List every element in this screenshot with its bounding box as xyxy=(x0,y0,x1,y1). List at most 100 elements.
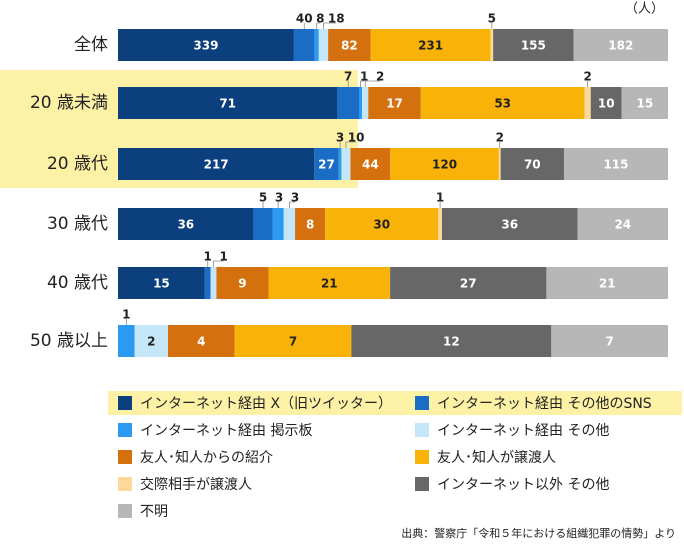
leader-line xyxy=(316,22,321,29)
value-label: 3 xyxy=(291,191,299,205)
bar-segment xyxy=(420,87,585,119)
bar-segment xyxy=(563,148,668,180)
legend-swatch xyxy=(415,450,429,464)
category-label: 30 歳代 xyxy=(47,214,108,234)
legend-label: 友人･知人からの紹介 xyxy=(140,449,273,466)
value-label: 115 xyxy=(603,158,628,172)
bar-segment xyxy=(253,208,273,240)
value-label: 21 xyxy=(321,277,338,291)
bar-segment xyxy=(546,267,668,299)
value-label: 27 xyxy=(460,277,477,291)
bar-segment xyxy=(168,325,235,357)
value-label: 5 xyxy=(488,12,496,26)
leader-line xyxy=(277,201,280,208)
value-label: 7 xyxy=(344,70,352,84)
legend-label: インターネット経由 その他のSNS xyxy=(437,396,652,412)
value-label: 70 xyxy=(524,158,541,172)
bar-segment xyxy=(314,148,339,180)
bar-segment xyxy=(551,325,668,357)
bar-segment xyxy=(234,325,352,357)
value-label: 1 xyxy=(360,70,368,84)
value-label: 3 xyxy=(275,191,283,205)
bar-segment xyxy=(325,208,439,240)
value-label: 82 xyxy=(341,39,358,53)
value-label: 4 xyxy=(197,335,205,349)
bar-segment xyxy=(338,148,342,180)
bar-segment xyxy=(216,267,269,299)
legend-swatch xyxy=(415,396,429,410)
legend-swatch xyxy=(118,396,132,410)
bar-segment xyxy=(390,267,547,299)
legend-swatch xyxy=(118,477,132,491)
value-label: 17 xyxy=(386,97,403,111)
legend-label: 友人･知人が譲渡人 xyxy=(437,449,556,466)
category-label: 全体 xyxy=(74,35,108,55)
legend-swatch xyxy=(118,504,132,518)
bar-segment xyxy=(118,267,205,299)
bar-segment xyxy=(390,148,499,180)
bar-segment xyxy=(490,29,494,61)
bar-segment xyxy=(341,148,351,180)
value-label: 3 xyxy=(336,131,344,145)
legend-label: 不明 xyxy=(140,504,168,520)
leader-line xyxy=(345,141,357,148)
category-label: 20 歳未満 xyxy=(30,93,108,113)
value-label: 44 xyxy=(362,158,379,172)
bar-segment xyxy=(370,29,491,61)
value-label: 53 xyxy=(494,97,511,111)
bar-segment xyxy=(359,87,363,119)
value-label: 217 xyxy=(204,158,229,172)
value-label: 1 xyxy=(436,191,444,205)
value-label: 2 xyxy=(583,70,591,84)
value-label: 1 xyxy=(204,250,212,264)
leader-line xyxy=(289,201,296,208)
bar-segment xyxy=(134,325,168,357)
legend-label: 交際相手が譲渡人 xyxy=(140,476,252,493)
bar-segment xyxy=(350,148,391,180)
value-label: 7 xyxy=(605,335,613,349)
category-label: 50 歳以上 xyxy=(30,331,108,351)
value-label: 10 xyxy=(598,97,615,111)
source: 出典：警察庁「令和５年における組織犯罪の情勢」より xyxy=(401,526,676,540)
legend-highlight xyxy=(108,391,682,415)
value-label: 5 xyxy=(259,191,267,205)
value-label: 12 xyxy=(443,335,460,349)
bar-segment xyxy=(573,29,668,61)
value-label: 18 xyxy=(328,12,345,26)
value-label: 15 xyxy=(636,97,653,111)
bar-segment xyxy=(362,87,369,119)
value-label: 8 xyxy=(306,218,314,232)
unit-label: （人） xyxy=(625,2,664,17)
bar-segment xyxy=(351,325,552,357)
bar-segment xyxy=(500,148,564,180)
bar-segment xyxy=(337,87,360,119)
value-label: 182 xyxy=(608,39,633,53)
value-label: 30 xyxy=(373,218,390,232)
bar-segment xyxy=(318,29,329,61)
value-label: 7 xyxy=(289,335,297,349)
value-label: 21 xyxy=(599,277,616,291)
value-label: 231 xyxy=(418,39,443,53)
bar-segment xyxy=(118,29,294,61)
bar-segment xyxy=(118,87,338,119)
bar-segment xyxy=(118,148,315,180)
bar-segment xyxy=(368,87,421,119)
value-label: 1 xyxy=(220,250,228,264)
bar-segment xyxy=(118,325,135,357)
value-label: 155 xyxy=(521,39,546,53)
value-label: 15 xyxy=(153,277,170,291)
bar-segment xyxy=(204,267,211,299)
category-label: 40 歳代 xyxy=(47,273,108,293)
leader-line xyxy=(364,80,381,87)
bar-segment xyxy=(441,208,578,240)
bar-segment xyxy=(328,29,371,61)
legend-swatch xyxy=(415,477,429,491)
bar-segment xyxy=(498,148,501,180)
value-label: 40 xyxy=(296,12,313,26)
value-label: 2 xyxy=(147,335,155,349)
value-label: 2 xyxy=(496,131,504,145)
category-label: 20 歳代 xyxy=(47,154,108,174)
value-label: 120 xyxy=(432,158,457,172)
bar-segment xyxy=(590,87,622,119)
